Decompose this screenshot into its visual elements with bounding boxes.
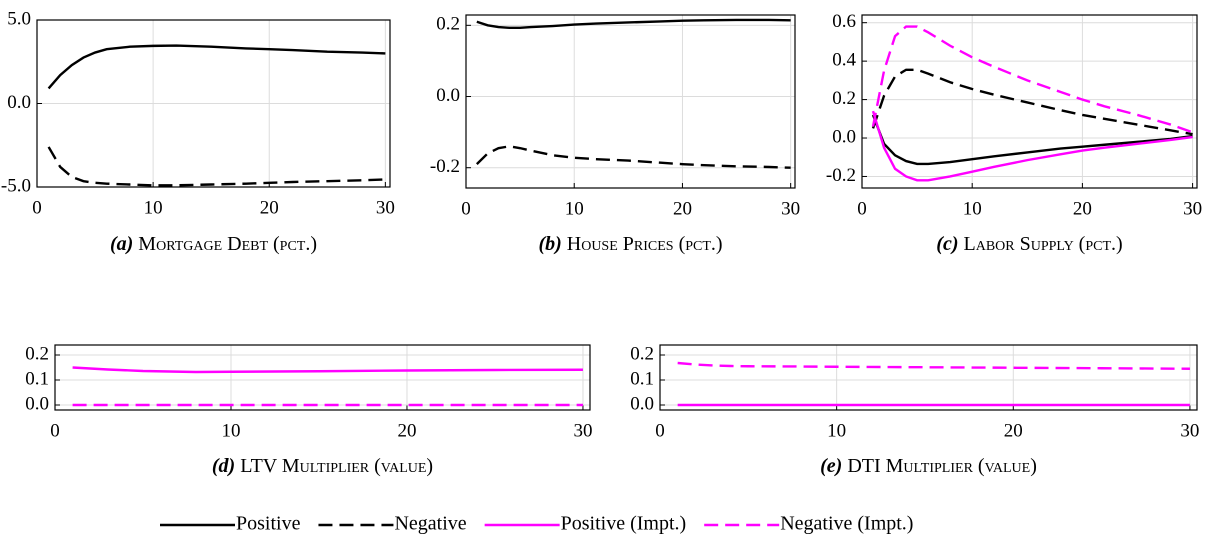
y-tick-label: 0.2 — [25, 343, 49, 364]
series-line — [677, 361, 1190, 370]
legend-label: Negative — [394, 513, 466, 535]
x-tick-label: 10 — [827, 420, 846, 441]
plot-frame — [54, 344, 591, 411]
panel-label: (b) — [538, 233, 561, 255]
y-tick-label: 0.0 — [25, 393, 49, 414]
series-line — [871, 68, 1193, 136]
y-tick-label: 0.2 — [630, 343, 654, 364]
panel-label: (d) — [212, 455, 235, 477]
y-tick-label: -5.0 — [1, 175, 31, 196]
x-tick-label: 20 — [1073, 198, 1092, 219]
y-tick-label: 0.6 — [832, 11, 856, 32]
panel-label: (c) — [936, 233, 958, 255]
x-tick-label: 10 — [144, 197, 163, 218]
series-line — [871, 114, 1193, 166]
y-tick-label: 0.0 — [832, 126, 856, 147]
series-line — [47, 146, 386, 187]
x-tick-label: 30 — [376, 197, 395, 218]
y-tick-label: -0.2 — [826, 165, 856, 186]
legend-label: Positive (Impt.) — [561, 513, 687, 535]
y-tick-label: 0.4 — [832, 49, 856, 70]
caption: (b) House Prices (pct.) — [538, 233, 722, 255]
legend-label: Positive — [236, 513, 301, 535]
x-tick-label: 30 — [781, 198, 800, 219]
panel-title: House Prices (pct.) — [567, 233, 723, 255]
series-line — [72, 366, 583, 374]
y-tick-label: 0.0 — [436, 85, 460, 106]
caption: (d) LTV Multiplier (value) — [212, 455, 433, 477]
panel-title: LTV Multiplier (value) — [240, 455, 433, 477]
x-tick-label: 20 — [1004, 420, 1023, 441]
panel-title: Mortgage Debt (pct.) — [138, 233, 317, 255]
caption: (c) Labor Supply (pct.) — [936, 233, 1122, 255]
y-tick-label: 5.0 — [7, 8, 31, 29]
series-line — [871, 110, 1193, 182]
x-tick-label: 0 — [32, 197, 42, 218]
series-line — [871, 25, 1193, 134]
y-tick-label: 0.0 — [630, 393, 654, 414]
x-tick-label: 10 — [565, 198, 584, 219]
panel-title: Labor Supply (pct.) — [964, 233, 1123, 255]
plot-frame — [861, 14, 1198, 189]
legend-label: Negative (Impt.) — [780, 513, 913, 535]
panel-label: (a) — [110, 233, 133, 255]
y-tick-label: 0.0 — [7, 92, 31, 113]
y-tick-label: 0.1 — [25, 368, 49, 389]
plot-frame — [659, 344, 1198, 411]
series-line — [47, 44, 386, 90]
plot-frame — [465, 14, 796, 189]
x-tick-label: 10 — [221, 420, 240, 441]
caption: (a) Mortgage Debt (pct.) — [110, 233, 317, 255]
y-tick-label: 0.2 — [832, 88, 856, 109]
x-tick-label: 0 — [655, 420, 665, 441]
panel-label: (e) — [820, 455, 842, 477]
x-tick-label: 30 — [1183, 198, 1202, 219]
y-tick-label: 0.1 — [630, 368, 654, 389]
x-tick-label: 0 — [857, 198, 867, 219]
y-tick-label: 0.2 — [436, 14, 460, 35]
panel-title: DTI Multiplier (value) — [847, 455, 1037, 477]
x-tick-label: 0 — [461, 198, 471, 219]
x-tick-label: 30 — [573, 420, 592, 441]
series-line — [475, 145, 791, 169]
caption: (e) DTI Multiplier (value) — [820, 455, 1037, 477]
x-tick-label: 20 — [673, 198, 692, 219]
x-tick-label: 20 — [260, 197, 279, 218]
plot-frame — [36, 19, 391, 188]
x-tick-label: 10 — [963, 198, 982, 219]
x-tick-label: 0 — [50, 420, 60, 441]
x-tick-label: 20 — [397, 420, 416, 441]
y-tick-label: -0.2 — [430, 156, 460, 177]
series-line — [476, 18, 791, 30]
x-tick-label: 30 — [1180, 420, 1199, 441]
